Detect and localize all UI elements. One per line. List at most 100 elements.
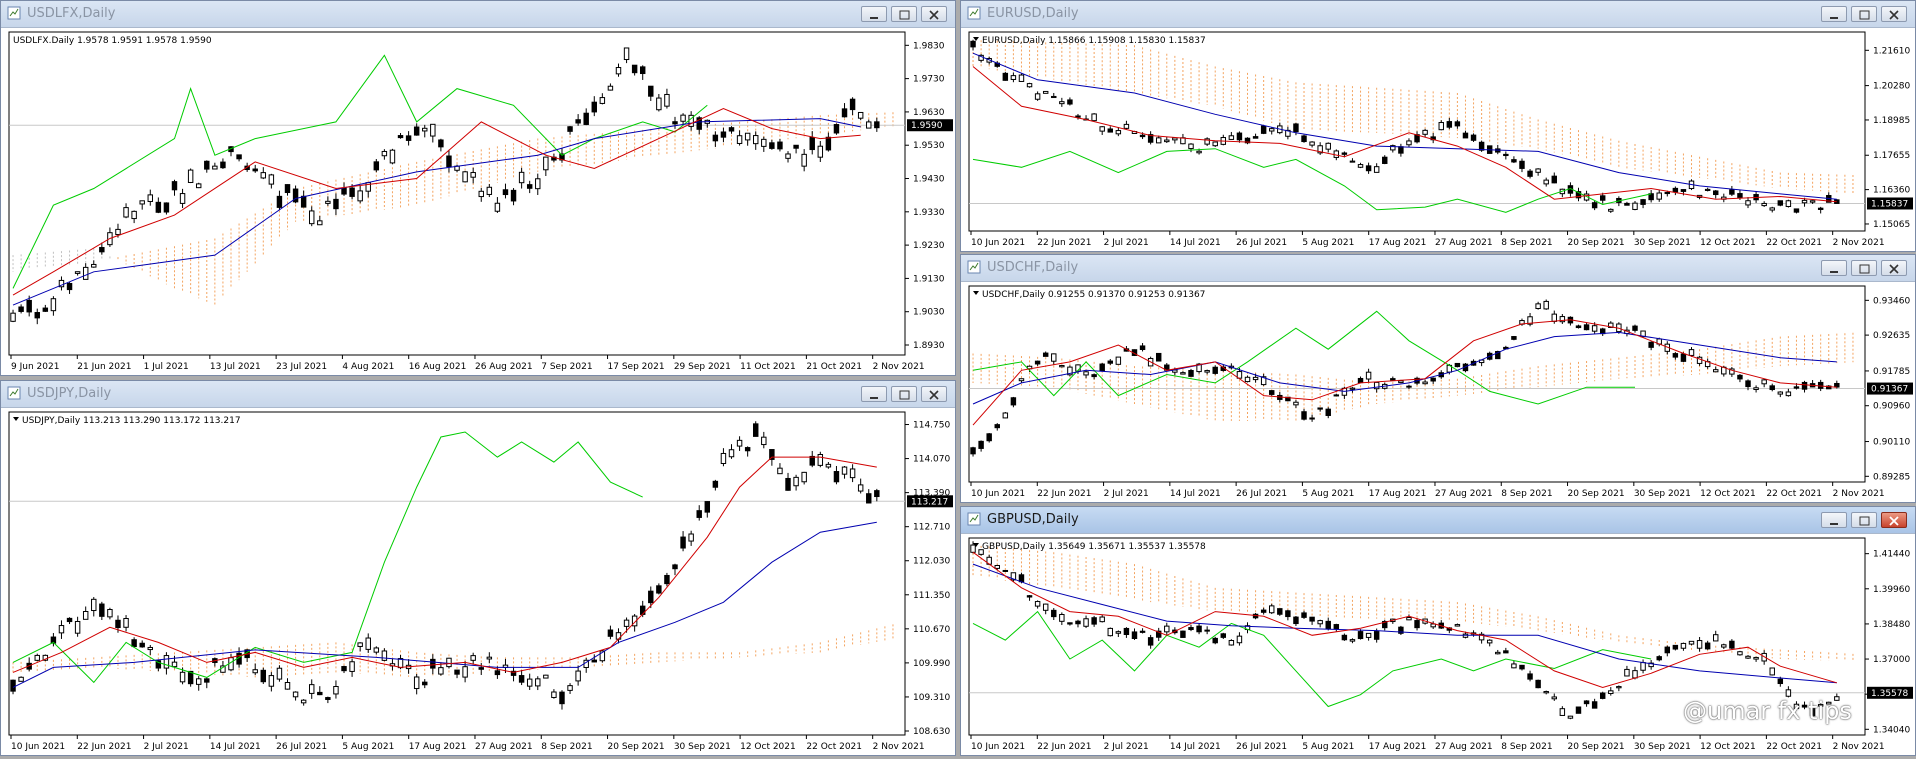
time-tick-label: 4 Aug 2021 [342, 362, 394, 372]
chart-area-usdjpy[interactable]: USDJPY,Daily 113.213 113.290 113.172 113… [1, 408, 955, 755]
bear-candle [1575, 706, 1582, 714]
window-eurusd[interactable]: EURUSD,Daily EURUSD,Daily 1.15866 1.1590… [960, 0, 1916, 252]
bear-candle [696, 510, 702, 518]
chart-background [961, 282, 1915, 502]
minimize-button[interactable] [1821, 6, 1847, 22]
close-icon [929, 10, 939, 20]
titlebar-usdjpy[interactable]: USDJPY,Daily [1, 381, 955, 408]
bull-candle [58, 279, 65, 288]
bull-candle [777, 467, 783, 475]
bear-candle [1817, 207, 1824, 210]
bull-candle [1632, 670, 1638, 679]
close-icon [929, 390, 939, 400]
chart-area-usdlfx[interactable]: USDLFX.Daily 1.9578 1.9591 1.9578 1.9590… [1, 28, 955, 375]
titlebar-usdlfx[interactable]: USDLFX,Daily [1, 1, 955, 28]
bear-candle [1357, 377, 1364, 384]
chart-area-usdchf[interactable]: USDCHF,Daily 0.91255 0.91370 0.91253 0.9… [961, 282, 1915, 502]
bull-candle [1059, 101, 1065, 105]
bull-candle [1180, 372, 1186, 375]
price-tick-label: 1.9130 [913, 274, 945, 284]
price-axis: 114.750 114.070 113.390 112.710 112.030 111.3… [905, 421, 953, 737]
bear-candle [276, 195, 283, 208]
price-tick-label: 1.37000 [1873, 655, 1910, 665]
window-usdlfx[interactable]: USDLFX,Daily USDLFX.Daily 1.9578 1.9591 … [0, 0, 956, 376]
bear-candle [1188, 627, 1194, 631]
window-gbpusd[interactable]: GBPUSD,Daily GBPUSD,Daily 1.35649 1.3567… [960, 506, 1916, 756]
bear-candle [656, 585, 662, 594]
price-tick-label: 112.710 [913, 523, 950, 533]
bear-candle [1454, 362, 1461, 368]
watermark: @umar fx tips [1683, 697, 1852, 725]
bull-candle [1688, 640, 1695, 645]
minimize-button[interactable] [1821, 512, 1847, 528]
bull-candle [1349, 639, 1356, 642]
chart-usdchf[interactable]: USDCHF,Daily 0.91255 0.91370 0.91253 0.9… [961, 282, 1915, 502]
bull-candle [1704, 188, 1711, 191]
time-tick-label: 30 Sep 2021 [1634, 742, 1691, 752]
close-button[interactable] [921, 386, 947, 402]
bear-candle [874, 121, 880, 129]
time-tick-label: 20 Sep 2021 [1568, 489, 1625, 499]
bull-candle [1713, 369, 1719, 373]
maximize-button[interactable] [891, 6, 917, 22]
time-tick-label: 21 Oct 2021 [806, 362, 862, 372]
bear-candle [1535, 679, 1541, 689]
plot-frame [968, 285, 1866, 483]
window-usdjpy[interactable]: USDJPY,Daily USDJPY,Daily 113.213 113.29… [0, 380, 956, 756]
maximize-button[interactable] [1851, 512, 1877, 528]
maximize-button[interactable] [1851, 260, 1877, 276]
current-price-marker [1867, 197, 1913, 210]
bull-candle [664, 93, 670, 107]
chart-usdlfx[interactable]: USDLFX.Daily 1.9578 1.9591 1.9578 1.9590… [1, 28, 955, 375]
bull-candle [82, 266, 89, 280]
bear-candle [1309, 616, 1315, 622]
plot-frame [8, 31, 906, 356]
maximize-button[interactable] [891, 386, 917, 402]
bear-candle [1180, 630, 1186, 638]
window-usdchf[interactable]: USDCHF,Daily USDCHF,Daily 0.91255 0.9137… [960, 254, 1916, 503]
bull-candle [1640, 330, 1646, 338]
titlebar-gbpusd[interactable]: GBPUSD,Daily [961, 507, 1915, 534]
chart-legend: USDLFX.Daily 1.9578 1.9591 1.9578 1.9590 [13, 36, 212, 46]
minimize-icon [1830, 17, 1838, 19]
bull-candle [1769, 667, 1775, 676]
chart-area-eurusd[interactable]: EURUSD,Daily 1.15866 1.15908 1.15830 1.1… [961, 28, 1915, 251]
bull-candle [970, 544, 976, 553]
minimize-button[interactable] [861, 386, 887, 402]
titlebar-eurusd[interactable]: EURUSD,Daily [961, 1, 1915, 28]
close-button[interactable] [1881, 260, 1907, 276]
bear-candle [284, 184, 291, 194]
price-tick-label: 1.41440 [1873, 550, 1910, 560]
close-button[interactable] [1881, 6, 1907, 22]
time-tick-label: 21 Jun 2021 [77, 362, 131, 372]
chart-gbpusd[interactable]: GBPUSD,Daily 1.35649 1.35671 1.35537 1.3… [961, 534, 1915, 755]
minimize-button[interactable] [1821, 260, 1847, 276]
bull-candle [1809, 200, 1816, 203]
close-icon [1889, 264, 1899, 274]
bull-candle [187, 169, 194, 183]
chart-area-gbpusd[interactable]: GBPUSD,Daily 1.35649 1.35671 1.35537 1.3… [961, 534, 1915, 755]
chart-eurusd[interactable]: EURUSD,Daily 1.15866 1.15908 1.15830 1.1… [961, 28, 1915, 251]
close-button[interactable] [921, 6, 947, 22]
bull-candle [1010, 572, 1017, 581]
kijun-sen-line [972, 52, 1837, 200]
minimize-button[interactable] [861, 6, 887, 22]
chart-legend: USDJPY,Daily 113.213 113.290 113.172 113… [13, 416, 241, 426]
maximize-button[interactable] [1851, 6, 1877, 22]
close-button[interactable] [1881, 512, 1907, 528]
bear-candle [866, 493, 872, 504]
bear-candle [970, 447, 976, 455]
bear-candle [1075, 115, 1081, 118]
chart-usdjpy[interactable]: USDJPY,Daily 113.213 113.290 113.172 113… [1, 408, 955, 755]
bear-candle [1704, 642, 1711, 650]
bull-candle [1406, 140, 1412, 146]
kijun-sen-line [12, 521, 877, 688]
bear-candle [744, 447, 751, 452]
bull-candle [567, 685, 573, 691]
time-tick-label: 27 Aug 2021 [1435, 489, 1493, 499]
bear-candle [244, 165, 250, 171]
bear-candle [591, 659, 597, 663]
bull-candle [761, 138, 767, 147]
candles [970, 299, 1840, 457]
titlebar-usdchf[interactable]: USDCHF,Daily [961, 255, 1915, 282]
